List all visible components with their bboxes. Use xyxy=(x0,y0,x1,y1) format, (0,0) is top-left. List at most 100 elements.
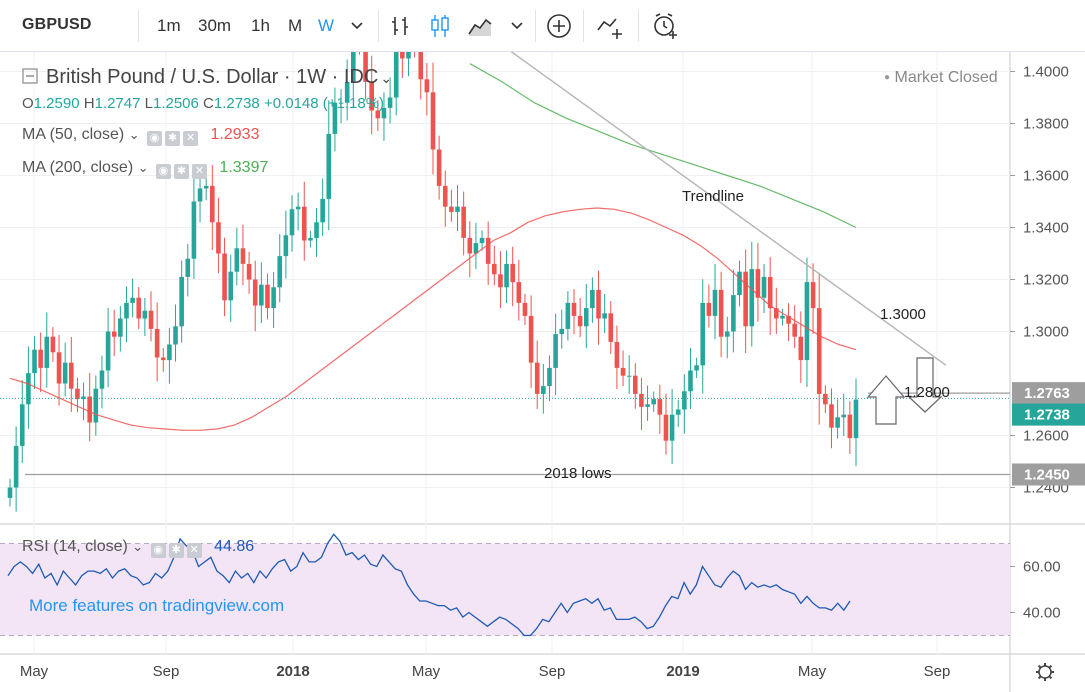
candle xyxy=(743,249,748,354)
candle-body xyxy=(344,81,350,103)
rsi-legend[interactable]: RSI (14, close) ⌄ ◉ ✱ ✕ 44.86 xyxy=(22,538,255,558)
candle xyxy=(590,277,595,323)
candle-body xyxy=(75,388,80,400)
add-indicator-icon[interactable] xyxy=(545,12,573,40)
candle-body xyxy=(19,404,25,446)
alert-icon[interactable] xyxy=(651,12,679,40)
candle xyxy=(387,77,393,124)
candle-body xyxy=(424,79,430,93)
candle xyxy=(700,279,706,394)
last-price-label: 1.2738 xyxy=(1012,403,1085,426)
interval-1m-button[interactable]: 1m xyxy=(157,16,181,35)
eye-icon[interactable]: ◉ xyxy=(155,164,171,179)
candle-body xyxy=(387,97,393,108)
candle-body xyxy=(669,414,675,441)
close-icon[interactable]: ✕ xyxy=(191,164,207,179)
interval-week-button[interactable]: W xyxy=(318,16,335,35)
candle-body xyxy=(651,399,656,405)
candle-body xyxy=(853,399,859,439)
candle-body xyxy=(418,52,424,80)
promo-link[interactable]: More features on tradingview.com xyxy=(29,596,285,615)
chevron-down-icon[interactable]: ⌄ xyxy=(380,70,393,86)
change-value: +0.0148 (+1.18%) xyxy=(263,95,385,112)
candle-body xyxy=(69,362,74,389)
symbol-label[interactable]: GBPUSD xyxy=(22,16,92,33)
candle-body xyxy=(326,133,332,199)
candle-body xyxy=(694,365,699,371)
top-toolbar: GBPUSD 1m 30m 1h M W xyxy=(0,0,1085,52)
candle xyxy=(277,234,283,303)
candle-body xyxy=(492,263,497,275)
ma200-legend[interactable]: MA (200, close) ⌄ ◉ ✱ ✕ 1.3397 xyxy=(22,159,269,179)
interval-1h-button[interactable]: 1h xyxy=(251,16,270,35)
collapse-legend-icon[interactable] xyxy=(22,68,38,84)
interval-30m-button[interactable]: 30m xyxy=(198,16,232,35)
compare-icon[interactable] xyxy=(596,12,624,40)
candle xyxy=(265,273,270,320)
candle xyxy=(528,295,534,388)
candle-body xyxy=(142,310,148,319)
candle-body xyxy=(786,315,791,324)
gear-icon[interactable] xyxy=(1036,663,1054,681)
candle xyxy=(657,384,663,434)
symbol-description: British Pound / U.S. Dollar · 1W · IDC xyxy=(46,66,379,88)
candle-body xyxy=(712,289,718,316)
rsi-tick-label: 40.00 xyxy=(1023,605,1061,622)
trendline xyxy=(510,52,947,366)
candle xyxy=(602,294,607,334)
candle xyxy=(7,478,13,507)
candle xyxy=(651,391,656,412)
interval-month-button[interactable]: M xyxy=(288,16,303,35)
open-value: 1.2590 xyxy=(33,95,80,112)
support-annotation: 1.2800 xyxy=(904,384,950,401)
candle xyxy=(259,262,264,324)
gear-icon[interactable]: ✱ xyxy=(168,543,184,558)
candle-body xyxy=(737,271,742,296)
candle xyxy=(222,237,227,317)
candle-body xyxy=(547,367,552,387)
candle-body xyxy=(240,248,246,264)
candle-body xyxy=(761,276,767,298)
candle xyxy=(761,263,767,314)
ma50-legend[interactable]: MA (50, close) ⌄ ◉ ✱ ✕ 1.2933 xyxy=(22,126,260,146)
gear-icon[interactable]: ✱ xyxy=(173,164,189,179)
close-icon[interactable]: ✕ xyxy=(183,131,199,146)
candle xyxy=(179,260,184,343)
close-icon[interactable]: ✕ xyxy=(186,543,202,558)
candle-body xyxy=(265,284,270,309)
candle xyxy=(485,221,491,285)
candle-body xyxy=(602,313,607,319)
eye-icon[interactable]: ◉ xyxy=(147,131,163,146)
candle-chart-icon[interactable] xyxy=(426,12,454,40)
candle xyxy=(639,377,644,431)
candle-body xyxy=(620,367,626,376)
candle-body xyxy=(216,222,221,254)
candle-body xyxy=(528,315,534,363)
candle xyxy=(240,224,246,286)
candle xyxy=(516,259,522,321)
chart-canvas[interactable]: 1.4000 1.3800 1.3600 1.3400 1.3200 1.3000 1.26… xyxy=(0,52,1085,692)
candle-body xyxy=(160,357,166,361)
gear-icon-tooth xyxy=(1048,664,1053,669)
candle xyxy=(32,336,37,389)
ma50-value: 1.2933 xyxy=(210,126,260,143)
candle-body xyxy=(222,253,227,301)
candle-body xyxy=(259,284,264,306)
candle-body xyxy=(596,289,601,319)
candle xyxy=(565,291,571,341)
candle-body xyxy=(93,388,99,423)
candle-body xyxy=(455,206,460,212)
area-chart-icon[interactable] xyxy=(466,12,494,40)
eye-icon[interactable]: ◉ xyxy=(150,543,166,558)
candle xyxy=(234,227,240,286)
interval-dropdown-icon[interactable] xyxy=(343,12,371,40)
legend-title: British Pound / U.S. Dollar · 1W · IDC ⌄ xyxy=(22,66,392,89)
candle xyxy=(436,135,442,200)
candle-body xyxy=(841,414,847,418)
bar-chart-icon[interactable] xyxy=(386,12,414,40)
gear-icon[interactable]: ✱ xyxy=(165,131,181,146)
price-tick-label: 1.3400 xyxy=(1023,220,1069,237)
chart-type-dropdown-icon[interactable] xyxy=(503,12,531,40)
price-label-text: 1.2738 xyxy=(1024,407,1070,424)
candle-body xyxy=(663,414,669,441)
